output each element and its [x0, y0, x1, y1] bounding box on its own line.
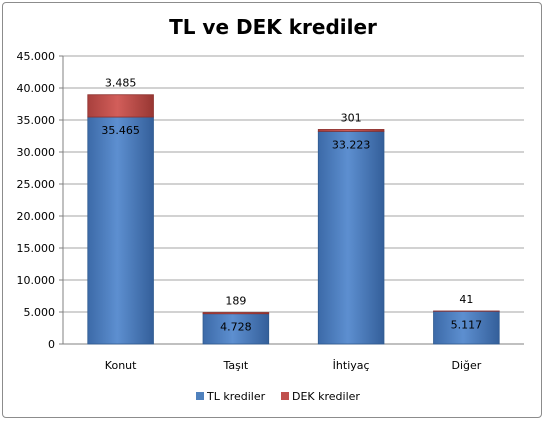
data-labels: 35.465 3.485 4.728 189 33.223 301 5.117 41: [101, 77, 482, 334]
data-label-tl: 5.117: [451, 318, 483, 331]
data-label-dek: 41: [459, 293, 473, 306]
bar-tl-krediler: [87, 116, 154, 345]
legend-swatch-tl: [196, 392, 204, 400]
x-category-label: Diğer: [451, 359, 481, 372]
bar-dek-krediler: [87, 94, 154, 118]
data-label-tl: 35.465: [101, 124, 140, 137]
y-tick-label: 10.000: [17, 274, 56, 287]
y-tick-label: 20.000: [17, 210, 56, 223]
data-label-tl: 33.223: [332, 138, 371, 151]
bars: [87, 94, 500, 345]
y-tick-label: 5.000: [24, 306, 56, 319]
x-category-label: Konut: [105, 359, 137, 372]
data-label-dek: 189: [225, 295, 246, 308]
y-tick-label: 45.000: [17, 50, 56, 63]
bar-tl-krediler: [202, 313, 270, 345]
bar-dek-krediler: [317, 129, 385, 132]
x-axis-categories: Konut Taşıt İhtiyaç Diğer: [105, 359, 482, 372]
y-tick-label: 15.000: [17, 242, 56, 255]
legend-swatch-dek: [281, 392, 289, 400]
data-label-tl: 4.728: [220, 321, 252, 334]
bar-tl-krediler: [317, 130, 385, 345]
y-tick-label: 40.000: [17, 82, 56, 95]
legend: TL krediler DEK krediler: [196, 390, 360, 403]
data-label-dek: 3.485: [105, 77, 137, 90]
data-label-dek: 301: [341, 111, 362, 124]
bar-dek-krediler: [202, 312, 270, 315]
y-tick-label: 25.000: [17, 178, 56, 191]
y-tick-label: 35.000: [17, 114, 56, 127]
chart-title: TL ve DEK krediler: [169, 15, 377, 39]
legend-label-tl: TL krediler: [206, 390, 266, 403]
x-category-label: İhtiyaç: [333, 359, 370, 372]
legend-label-dek: DEK krediler: [292, 390, 360, 403]
y-tick-label: 0: [48, 338, 55, 351]
x-category-label: Taşıt: [223, 359, 249, 372]
y-tick-label: 30.000: [17, 146, 56, 159]
y-axis-ticks: 0 5.000 10.000 15.000 20.000 25.000 30.000 35.0…: [17, 50, 56, 351]
